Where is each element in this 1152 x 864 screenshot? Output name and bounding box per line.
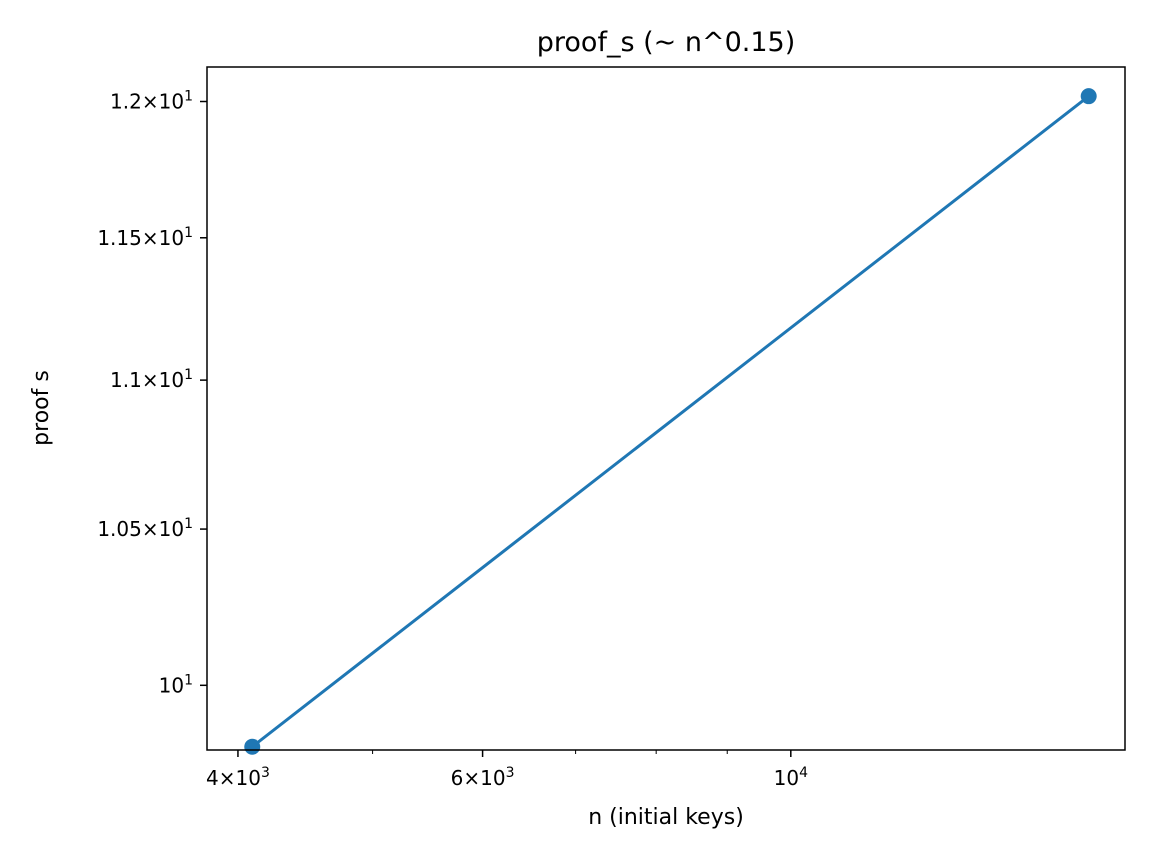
x-tick-label-exponent: 3 [506,765,515,781]
data-point [1080,88,1097,105]
y-tick-label: 1.2×101 [110,89,193,114]
x-tick-label-exponent: 3 [261,765,270,781]
y-tick-label-times-sign: × [142,226,159,250]
chart-title: proof_s (~ n^0.15) [537,27,795,58]
y-tick-label-base: 10 [159,226,184,250]
y-tick-label-times-sign: × [142,90,159,114]
y-tick-label-mantissa: 1.15 [97,226,142,250]
x-tick-label-exponent: 4 [799,765,808,781]
y-tick-label-exponent: 1 [184,225,193,241]
x-tick-label-times-sign: × [219,766,236,790]
y-tick-label-exponent: 1 [184,367,193,383]
y-tick-label-mantissa: 1.05 [97,517,142,541]
x-tick-label-base: 10 [236,766,261,790]
y-tick-label-mantissa: 1.2 [110,90,142,114]
y-tick-label-base: 10 [159,368,184,392]
x-tick-label-base: 10 [480,766,505,790]
x-axis-label: n (initial keys) [588,805,744,830]
x-tick-label: 6×103 [451,765,515,790]
y-tick-label: 1.1×101 [110,367,193,392]
data-point [244,738,261,755]
x-tick-label: 4×103 [206,765,270,790]
y-tick-label-base: 10 [159,673,184,697]
y-axis-label: proof s [29,370,54,446]
x-tick-label-mantissa: 4 [206,766,219,790]
y-tick-label-exponent: 1 [184,516,193,532]
y-tick-label-exponent: 1 [184,89,193,105]
ticks-layer: 4×103 6×103 1041011.05×1011.1×1011.15×1011… [97,89,808,790]
y-tick-label-base: 10 [159,517,184,541]
y-tick-label: 1.15×101 [97,225,193,250]
x-tick-label: 104 [774,765,808,790]
series-line [251,94,1090,748]
y-tick-label-exponent: 1 [184,672,193,688]
y-tick-label: 1.05×101 [97,516,193,541]
y-tick-label-times-sign: × [142,517,159,541]
y-tick-label-mantissa: 1.1 [110,368,142,392]
x-tick-label-base: 10 [774,766,799,790]
y-tick-label: 101 [159,672,193,697]
y-tick-label-base: 10 [159,90,184,114]
y-tick-label-times-sign: × [142,368,159,392]
plot-frame [206,66,1126,751]
x-tick-label-times-sign: × [463,766,480,790]
x-tick-label-mantissa: 6 [451,766,464,790]
